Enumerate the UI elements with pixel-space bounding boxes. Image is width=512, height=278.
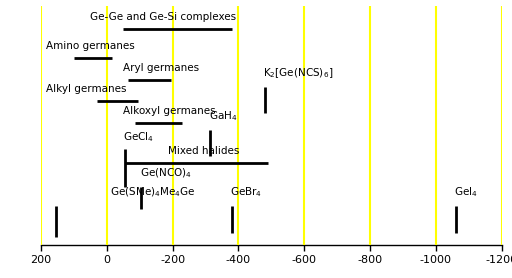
Text: Mixed halides: Mixed halides — [168, 146, 239, 156]
Text: K$_2$[Ge(NCS)$_6$]: K$_2$[Ge(NCS)$_6$] — [263, 66, 333, 80]
Text: Ge-Ge and Ge-Si complexes: Ge-Ge and Ge-Si complexes — [90, 12, 236, 22]
Text: Alkoxyl germanes: Alkoxyl germanes — [123, 106, 216, 116]
Text: GeI$_4$: GeI$_4$ — [454, 185, 478, 199]
Text: Ge(NCO)$_4$: Ge(NCO)$_4$ — [140, 167, 191, 180]
Text: Alkyl germanes: Alkyl germanes — [46, 84, 126, 94]
Text: Amino germanes: Amino germanes — [46, 41, 135, 51]
Text: Ge(SMe)$_4$Me$_4$Ge: Ge(SMe)$_4$Me$_4$Ge — [110, 186, 196, 199]
Text: Aryl germanes: Aryl germanes — [123, 63, 199, 73]
Text: GeBr$_4$: GeBr$_4$ — [230, 185, 262, 199]
Text: GaH$_4$: GaH$_4$ — [209, 109, 238, 123]
Text: GeCl$_4$: GeCl$_4$ — [123, 130, 154, 144]
